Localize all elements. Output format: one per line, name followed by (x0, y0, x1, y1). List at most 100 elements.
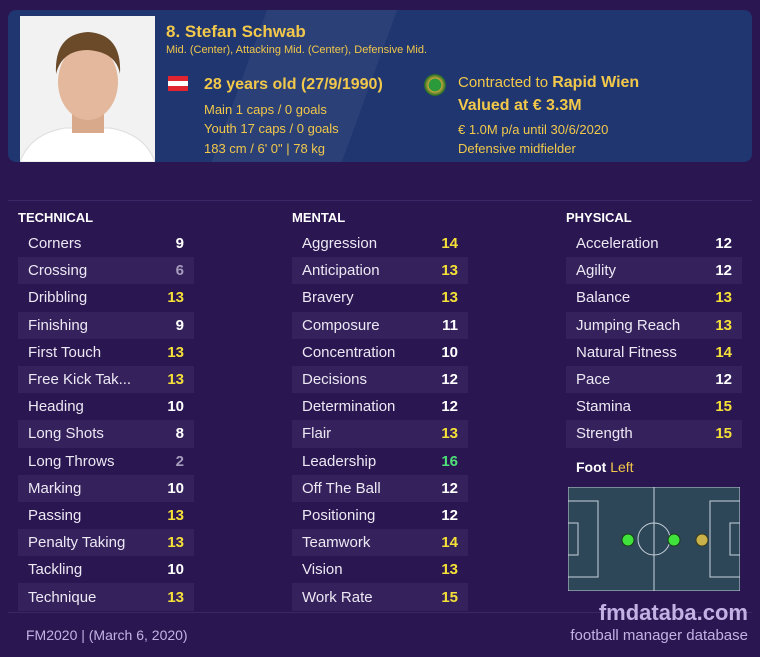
attribute-name: Bravery (302, 289, 354, 307)
club-crest-icon (424, 74, 446, 96)
attribute-row[interactable]: Composure 11 (292, 311, 468, 339)
position-pitch (568, 487, 740, 591)
divider (8, 612, 752, 613)
attribute-row[interactable]: Natural Fitness 14 (566, 339, 742, 366)
player-role: Defensive midfielder (458, 141, 576, 156)
attribute-row[interactable]: Decisions 12 (292, 365, 468, 394)
attribute-name: Natural Fitness (576, 343, 677, 361)
technical-title: TECHNICAL (18, 210, 94, 225)
attribute-value: 14 (715, 343, 732, 361)
attribute-name: Positioning (302, 506, 376, 524)
position-dot-amc (695, 533, 709, 547)
attribute-name: Work Rate (302, 588, 373, 606)
attribute-value: 13 (441, 289, 458, 307)
attribute-value: 10 (167, 398, 184, 416)
attribute-row[interactable]: Concentration 10 (292, 339, 468, 366)
attribute-row[interactable]: Crossing 6 (18, 257, 194, 285)
attribute-row[interactable]: Long Throws 2 (18, 448, 194, 475)
attribute-name: Strength (576, 425, 633, 443)
attribute-row[interactable]: Flair 13 (292, 420, 468, 448)
attribute-row[interactable]: Tackling 10 (18, 556, 194, 583)
attribute-row[interactable]: Penalty Taking 13 (18, 529, 194, 557)
player-header: 8. Stefan Schwab Mid. (Center), Attackin… (8, 10, 752, 162)
attribute-row[interactable]: Strength 15 (566, 420, 742, 448)
attribute-value: 13 (441, 262, 458, 280)
attribute-row[interactable]: Stamina 15 (566, 393, 742, 420)
attribute-value: 12 (441, 398, 458, 416)
attribute-name: Long Shots (28, 425, 104, 443)
attribute-name: Passing (28, 506, 82, 524)
attribute-row[interactable]: Marking 10 (18, 474, 194, 502)
attribute-value: 8 (175, 425, 184, 443)
attribute-value: 10 (167, 479, 184, 497)
attribute-value: 9 (175, 235, 184, 253)
mental-title: MENTAL (292, 210, 346, 225)
attribute-row[interactable]: Jumping Reach 13 (566, 311, 742, 339)
attribute-value: 13 (441, 561, 458, 579)
brand-logo: fmdataba.com (598, 600, 748, 625)
attribute-value: 9 (175, 316, 184, 334)
attribute-name: Concentration (302, 343, 396, 361)
position-dot-dm (621, 533, 635, 547)
attribute-value: 13 (715, 316, 732, 334)
attribute-value: 12 (715, 262, 732, 280)
attribute-name: Dribbling (28, 289, 88, 307)
foot-label: Foot (576, 459, 607, 475)
attribute-value: 13 (167, 343, 184, 361)
attribute-row[interactable]: Corners 9 (18, 230, 194, 257)
attribute-value: 15 (441, 588, 458, 606)
attribute-row[interactable]: Balance 13 (566, 284, 742, 311)
attribute-value: 10 (441, 343, 458, 361)
attribute-row[interactable]: Work Rate 15 (292, 583, 468, 611)
attribute-value: 14 (441, 235, 458, 253)
attribute-name: Agility (576, 262, 617, 280)
attribute-row[interactable]: Anticipation 13 (292, 257, 468, 285)
attribute-name: Pace (576, 371, 611, 389)
attribute-name: Stamina (576, 398, 632, 416)
attribute-value: 2 (175, 452, 184, 470)
attribute-row[interactable]: Pace 12 (566, 365, 742, 394)
mental-section: MENTAL Aggression 14 Anticipation 13 Bravery 1… (292, 210, 468, 611)
attribute-row[interactable]: Leadership 16 (292, 448, 468, 475)
attribute-row[interactable]: Technique 13 (18, 583, 194, 611)
attribute-row[interactable]: Vision 13 (292, 556, 468, 583)
attribute-name: Teamwork (302, 534, 371, 552)
attribute-value: 13 (167, 506, 184, 524)
attribute-row[interactable]: Bravery 13 (292, 284, 468, 311)
position-dot-mc (667, 533, 681, 547)
attribute-row[interactable]: Agility 12 (566, 257, 742, 285)
attribute-value: 15 (715, 425, 732, 443)
club-link[interactable]: Rapid Wien (552, 74, 640, 91)
player-photo (20, 16, 155, 162)
attribute-row[interactable]: Positioning 12 (292, 502, 468, 529)
attribute-row[interactable]: Passing 13 (18, 502, 194, 529)
austria-flag-icon (168, 76, 188, 91)
attribute-name: Composure (302, 316, 380, 334)
attribute-name: Long Throws (28, 452, 115, 470)
attribute-row[interactable]: Aggression 14 (292, 230, 468, 257)
attribute-name: Determination (302, 398, 396, 416)
attribute-row[interactable]: Acceleration 12 (566, 230, 742, 257)
attribute-row[interactable]: Long Shots 8 (18, 420, 194, 448)
attribute-row[interactable]: Finishing 9 (18, 311, 194, 339)
attribute-name: Marking (28, 479, 82, 497)
attribute-row[interactable]: Free Kick Tak... 13 (18, 365, 194, 394)
attribute-row[interactable]: Teamwork 14 (292, 529, 468, 557)
attribute-value: 13 (167, 289, 184, 307)
attribute-row[interactable]: First Touch 13 (18, 339, 194, 366)
attribute-row[interactable]: Determination 12 (292, 393, 468, 420)
contract-info: Contracted to Rapid Wien (458, 74, 639, 92)
attribute-value: 16 (441, 452, 458, 470)
attribute-value: 14 (441, 534, 458, 552)
youth-caps: Youth 17 caps / 0 goals (204, 121, 339, 136)
attribute-row[interactable]: Dribbling 13 (18, 284, 194, 311)
attribute-value: 13 (167, 371, 184, 389)
attribute-value: 12 (441, 479, 458, 497)
attribute-row[interactable]: Off The Ball 12 (292, 474, 468, 502)
attribute-value: 12 (715, 235, 732, 253)
attribute-row[interactable]: Heading 10 (18, 393, 194, 420)
player-age: 28 years old (27/9/1990) (204, 76, 383, 93)
attribute-value: 13 (441, 425, 458, 443)
attribute-value: 12 (715, 371, 732, 389)
attribute-name: Tackling (28, 561, 83, 579)
